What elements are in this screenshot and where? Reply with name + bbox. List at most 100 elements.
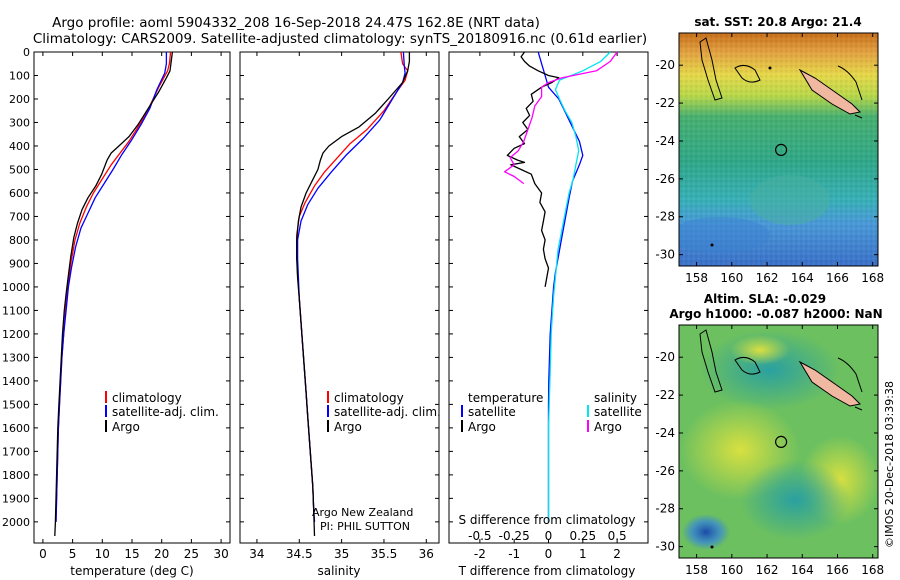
- sla-low-anomaly: [682, 514, 730, 550]
- new-caledonia-island: [798, 360, 862, 407]
- longitude-tick-label: 164: [791, 563, 814, 577]
- salinity-legend: climatology satellite-adj. clim. Argo: [327, 391, 441, 434]
- depth-tick-label: 1100: [2, 304, 30, 317]
- sst-map-frame: [678, 32, 879, 267]
- temperature-panel: 0100200300400500600700800900100011001200…: [2, 46, 231, 578]
- new-caledonia-island: [798, 68, 862, 115]
- depth-tick-label: 1600: [2, 422, 30, 435]
- float-location-marker: [774, 143, 788, 156]
- sla-map-subtitle: Argo h1000: -0.087 h2000: NaN: [669, 307, 882, 321]
- series-line-temperature-Argo: [506, 51, 560, 288]
- figure-title-line1: Argo profile: aoml 5904332_208 16-Sep-20…: [52, 15, 540, 31]
- x-tick-label: 35.5: [371, 547, 398, 561]
- depth-tick-label: 400: [9, 140, 30, 153]
- temperature-xlabel: temperature (deg C): [70, 564, 193, 578]
- reef-contour: [699, 329, 723, 393]
- latitude-tick-label: -24: [655, 426, 675, 440]
- x-tick-label: 35: [334, 547, 349, 561]
- x-tick-label: 1: [579, 547, 587, 561]
- legend-sal-satellite-label: satellite: [594, 405, 642, 419]
- legend-argo-label: Argo: [334, 420, 362, 434]
- salinity-panel: 34 34.5 35 35.5 36 salinity climatology sate…: [239, 51, 441, 578]
- longitude-tick-label: 164: [791, 271, 814, 285]
- x-tick-label: 34: [249, 547, 264, 561]
- sla-feature: [740, 460, 850, 540]
- latitude-tick-label: -26: [655, 464, 675, 478]
- x-tick-label: 10: [95, 547, 110, 561]
- depth-tick-label: 1800: [2, 469, 30, 482]
- depth-tick-label: 200: [9, 93, 30, 106]
- depth-tick-label: 0: [23, 46, 30, 59]
- reef-contour: [699, 37, 723, 101]
- x-tick-label: 36: [419, 547, 434, 561]
- depth-tick-label: 700: [9, 210, 30, 223]
- longitude-tick-label: 166: [826, 271, 849, 285]
- depth-tick-label: 1400: [2, 375, 30, 388]
- sla-map-frame: [678, 324, 879, 559]
- latitude-tick-label: -20: [655, 58, 675, 72]
- island-dot: [768, 66, 772, 70]
- latitude-tick-label: -30: [655, 540, 675, 554]
- legend-argo-label: Argo: [112, 420, 140, 434]
- longitude-tick-label: 158: [685, 271, 708, 285]
- argo-pi-annotation: PI: PHIL SUTTON: [320, 520, 410, 533]
- legend-sal-argo-label: Argo: [594, 420, 622, 434]
- salinity-diff-tick-label: 0.25: [569, 529, 596, 543]
- sla-heatmap-field: [679, 325, 878, 558]
- legend-satellite-label: satellite-adj. clim.: [112, 405, 219, 419]
- latitude-tick-label: -22: [655, 96, 675, 110]
- series-line-Argo: [296, 52, 411, 537]
- latitude-tick-label: -20: [655, 350, 675, 364]
- salinity-plot-frame: [239, 51, 440, 544]
- longitude-tick-label: 160: [720, 563, 743, 577]
- float-location-marker: [774, 435, 788, 448]
- sla-high-anomaly: [730, 335, 790, 365]
- x-tick-label: -1: [508, 547, 520, 561]
- sla-map-title: Altim. SLA: -0.029: [704, 292, 826, 306]
- x-tick-label: 0: [545, 547, 553, 561]
- x-tick-label: 30: [213, 547, 228, 561]
- sst-cool-patch: [679, 217, 770, 253]
- depth-tick-label: 1500: [2, 398, 30, 411]
- longitude-tick-label: 158: [685, 563, 708, 577]
- longitude-tick-label: 160: [720, 271, 743, 285]
- sst-pixel-texture: [679, 33, 878, 266]
- temperature-legend: climatology satellite-adj. clim. Argo: [105, 391, 219, 434]
- longitude-tick-label: 162: [756, 563, 779, 577]
- legend-climatology-label: climatology: [112, 391, 182, 405]
- salinity-difference-label: S difference from climatology: [459, 513, 636, 527]
- legend-temp-argo-label: Argo: [468, 420, 496, 434]
- x-tick-label: 25: [184, 547, 199, 561]
- salinity-diff-tick-label: -0.25: [499, 529, 530, 543]
- sst-map-panel: sat. SST: 20.8 Argo: 21.4 158 160 162 164 16…: [655, 15, 884, 285]
- depth-tick-label: 900: [9, 257, 30, 270]
- sst-heatmap-field: [679, 33, 878, 266]
- salinity-diff-tick-label: 0.5: [608, 529, 627, 543]
- depth-tick-label: 600: [9, 187, 30, 200]
- series-line-Argo: [54, 51, 174, 537]
- depth-tick-label: 800: [9, 234, 30, 247]
- x-tick-label: 2: [613, 547, 621, 561]
- latitude-tick-label: -28: [655, 210, 675, 224]
- x-tick-label: 5: [69, 547, 77, 561]
- sla-map-panel: Altim. SLA: -0.029 Argo h1000: -0.087 h2…: [655, 292, 884, 577]
- x-tick-label: 20: [154, 547, 169, 561]
- latitude-tick-label: -26: [655, 172, 675, 186]
- depth-tick-label: 1900: [2, 492, 30, 505]
- series-line-salinity-satellite: [547, 51, 611, 522]
- difference-panel: -2 -1 0 1 2 T difference from climatology S …: [448, 51, 649, 578]
- imos-watermark: ©IMOS 20-Dec-2018 03:39:38: [883, 381, 896, 548]
- difference-legend: temperature satellite Argo salinity sate…: [461, 391, 642, 434]
- reef-contour: [734, 356, 761, 375]
- depth-tick-label: 1300: [2, 351, 30, 364]
- salinity-xlabel: salinity: [317, 564, 360, 578]
- depth-tick-label: 300: [9, 116, 30, 129]
- depth-tick-label: 2000: [2, 516, 30, 529]
- salinity-diff-tick-label: 0: [545, 529, 553, 543]
- x-tick-label: 34.5: [286, 547, 313, 561]
- latitude-tick-label: -24: [655, 134, 675, 148]
- longitude-tick-label: 166: [826, 563, 849, 577]
- reef-contour: [734, 64, 761, 83]
- island-dot: [710, 545, 714, 549]
